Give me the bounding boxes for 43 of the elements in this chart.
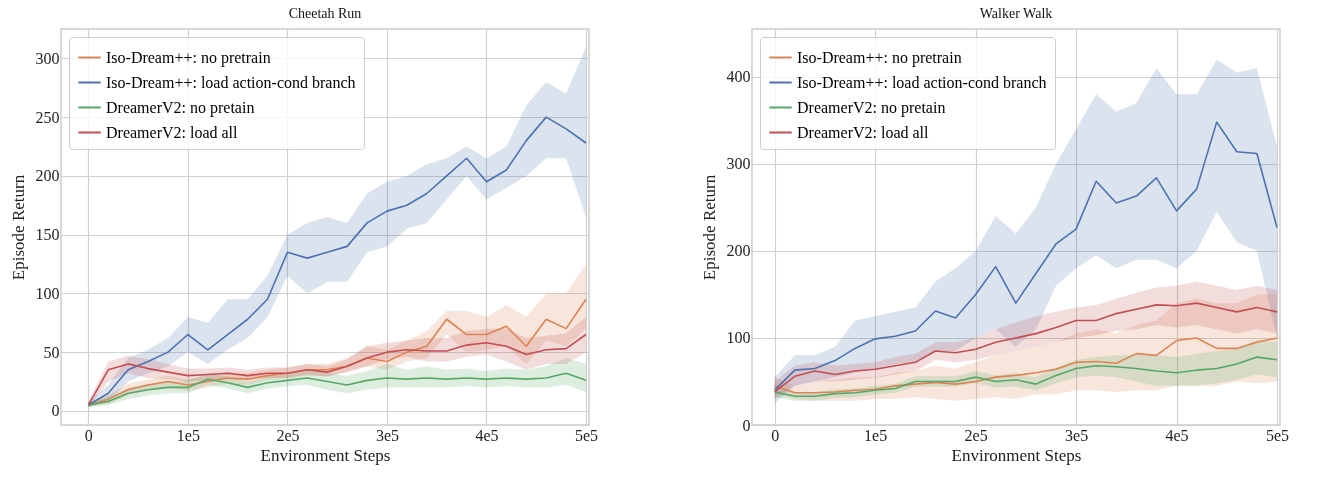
x-tick-label: 1e5 <box>176 426 200 444</box>
x-tick-label: 5e5 <box>1265 426 1290 444</box>
legend-label: Iso-Dream++: load action-cond branch <box>797 73 1047 91</box>
x-tick-label: 3e5 <box>375 426 400 444</box>
legend-label: Iso-Dream++: load action-cond branch <box>106 73 356 91</box>
y-tick-label: 300 <box>35 49 60 67</box>
y-tick-label: 0 <box>51 402 60 420</box>
line-series <box>87 372 587 406</box>
legend-label: DreamerV2: no pretain <box>106 98 255 117</box>
y-tick-label: 200 <box>35 167 60 185</box>
y-tick-label: 100 <box>35 284 60 302</box>
x-tick-label: 4e5 <box>1165 426 1189 444</box>
x-tick-label: 2e5 <box>276 426 300 444</box>
legend-label: Iso-Dream++: no pretrain <box>106 48 271 67</box>
y-axis-title: Episode Return <box>8 174 28 281</box>
x-tick-label: 1e5 <box>864 426 888 444</box>
x-tick-label: 3e5 <box>1065 426 1089 444</box>
x-tick-label: 4e5 <box>475 426 499 444</box>
x-tick-label: 0 <box>771 426 780 444</box>
line-series <box>773 121 1278 391</box>
legend-label: DreamerV2: no pretain <box>797 98 946 117</box>
y-tick-label: 250 <box>35 108 60 126</box>
line-series <box>773 356 1278 398</box>
x-tick-label: 5e5 <box>574 426 599 444</box>
legend-label: DreamerV2: load all <box>797 123 930 141</box>
x-axis-title: Environment Steps <box>260 445 391 465</box>
x-tick-label: 0 <box>84 426 93 444</box>
y-tick-label: 400 <box>726 68 751 86</box>
chart-title: Cheetah Run <box>288 6 362 21</box>
line-series <box>87 116 587 406</box>
y-tick-label: 150 <box>35 226 60 244</box>
x-tick-label: 2e5 <box>964 426 988 444</box>
legend-label: Iso-Dream++: no pretrain <box>797 48 962 67</box>
chart-title: Walker Walk <box>979 6 1053 21</box>
x-axis-title: Environment Steps <box>951 445 1082 465</box>
line-series <box>773 302 1278 393</box>
y-tick-label: 300 <box>726 155 751 173</box>
y-tick-label: 50 <box>43 343 60 361</box>
line-series <box>87 333 587 406</box>
y-tick-label: 200 <box>726 242 751 260</box>
legend-label: DreamerV2: load all <box>106 123 239 141</box>
y-axis-title: Episode Return <box>699 174 719 281</box>
y-tick-label: 100 <box>726 329 751 347</box>
